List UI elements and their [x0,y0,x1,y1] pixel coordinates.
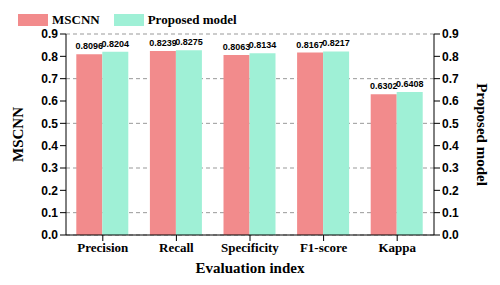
svg-text:Recall: Recall [159,240,194,255]
svg-text:0.9: 0.9 [41,27,58,41]
svg-text:Proposed model: Proposed model [474,83,490,186]
svg-text:0.6: 0.6 [442,94,459,108]
svg-text:0.6408: 0.6408 [396,79,424,89]
svg-text:F1-score: F1-score [300,240,348,255]
svg-text:0.8275: 0.8275 [175,37,203,47]
svg-text:0.8134: 0.8134 [249,40,277,50]
svg-text:0.8217: 0.8217 [322,38,350,48]
svg-text:0.1: 0.1 [442,206,459,220]
svg-text:0.6302: 0.6302 [370,81,398,91]
svg-text:0.5: 0.5 [41,117,58,131]
svg-text:0.2: 0.2 [41,184,58,198]
svg-text:Precision: Precision [77,240,129,255]
svg-text:0.0: 0.0 [41,228,58,242]
svg-text:0.0: 0.0 [442,228,459,242]
svg-text:0.8204: 0.8204 [102,39,130,49]
html-text:Proposed model: Proposed model [147,12,237,27]
svg-text:Kappa: Kappa [378,240,416,255]
svg-text:MSCNN: MSCNN [10,107,26,162]
svg-text:0.8: 0.8 [442,50,459,64]
svg-text:0.7: 0.7 [442,72,459,86]
svg-text:0.4: 0.4 [41,139,58,153]
svg-text:0.9: 0.9 [442,27,459,41]
html-text:MSCNN: MSCNN [52,12,100,27]
svg-text:0.2: 0.2 [442,184,459,198]
svg-text:0.8167: 0.8167 [296,40,324,50]
svg-text:0.5: 0.5 [442,117,459,131]
svg-text:Specificity: Specificity [221,240,279,255]
svg-text:0.3: 0.3 [41,161,58,175]
svg-text:0.8063: 0.8063 [223,42,251,52]
svg-text:0.1: 0.1 [41,206,58,220]
svg-text:0.8239: 0.8239 [149,38,177,48]
svg-text:0.8096: 0.8096 [76,41,104,51]
svg-text:0.6: 0.6 [41,94,58,108]
svg-text:Evaluation index: Evaluation index [196,260,305,276]
svg-text:0.8: 0.8 [41,50,58,64]
svg-text:0.7: 0.7 [41,72,58,86]
svg-text:0.3: 0.3 [442,161,459,175]
svg-text:0.4: 0.4 [442,139,459,153]
